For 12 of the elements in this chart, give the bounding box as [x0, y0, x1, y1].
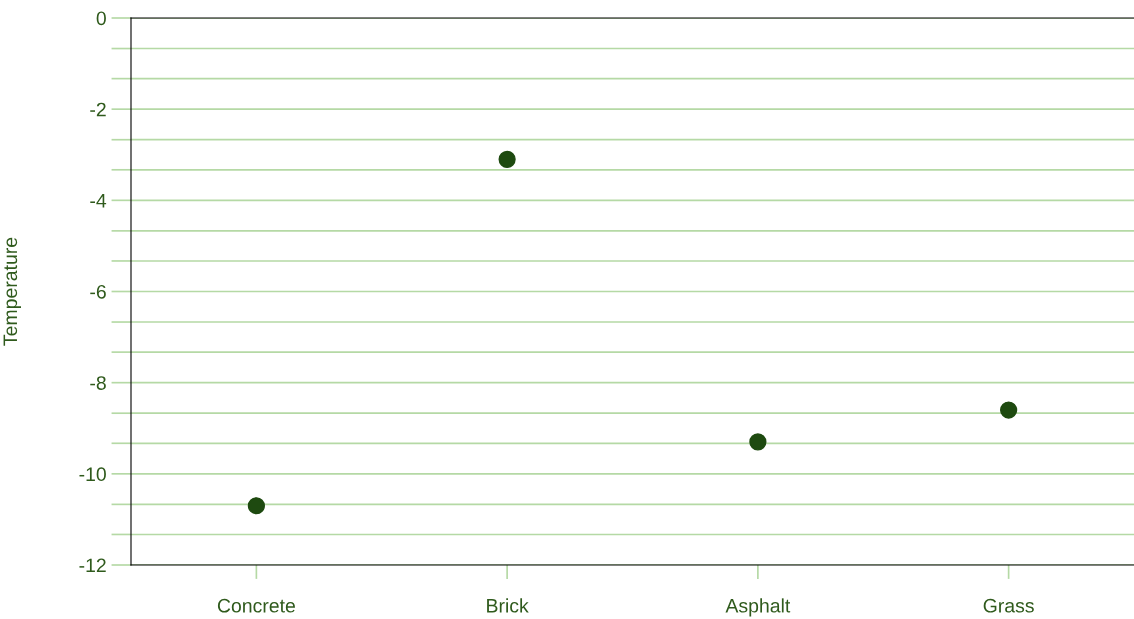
- y-tick-label: -8: [90, 376, 106, 390]
- x-tick-label: Brick: [487, 598, 529, 613]
- y-tick-label: -10: [79, 467, 106, 482]
- y-tick-label: 0: [96, 11, 106, 26]
- y-tick-label: -2: [90, 102, 106, 117]
- y-tick-label: -12: [79, 558, 106, 573]
- y-axis-title: Temperature: [3, 237, 21, 346]
- x-tick-label: Concrete: [217, 598, 295, 613]
- x-tick-label: Asphalt: [725, 598, 791, 617]
- y-tick-label: -6: [90, 284, 106, 299]
- x-tick-label: Grass: [983, 598, 1034, 613]
- y-tick-label: -4: [90, 194, 107, 208]
